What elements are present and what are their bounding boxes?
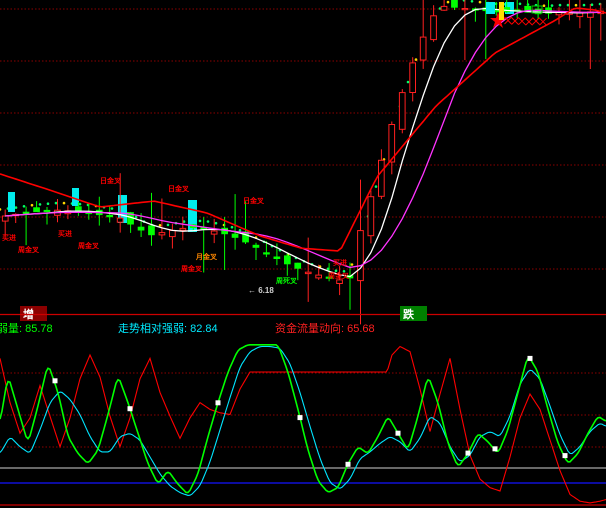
svg-text:资金流量动向: 65.68: 资金流量动向: 65.68 — [275, 321, 375, 335]
svg-text:日金叉: 日金叉 — [243, 196, 265, 205]
svg-text:日金叉: 日金叉 — [100, 176, 122, 185]
svg-text:周死叉: 周死叉 — [276, 276, 298, 285]
svg-text:买进: 买进 — [58, 229, 72, 238]
svg-text:← 6.18: ← 6.18 — [248, 286, 274, 295]
svg-text:周金叉: 周金叉 — [328, 271, 350, 280]
svg-text:买进: 买进 — [2, 233, 16, 242]
svg-text:日金叉: 日金叉 — [168, 184, 190, 193]
svg-text:跌: 跌 — [403, 307, 415, 321]
svg-text:月金叉: 月金叉 — [195, 252, 218, 261]
svg-text:周金叉: 周金叉 — [181, 264, 203, 273]
svg-text:走势相对强弱: 82.84: 走势相对强弱: 82.84 — [118, 321, 218, 335]
svg-text:周金叉: 周金叉 — [18, 245, 40, 254]
svg-text:弱量: 85.78: 弱量: 85.78 — [0, 322, 53, 335]
svg-text:买进: 买进 — [333, 258, 347, 267]
svg-text:周金叉: 周金叉 — [78, 241, 100, 250]
